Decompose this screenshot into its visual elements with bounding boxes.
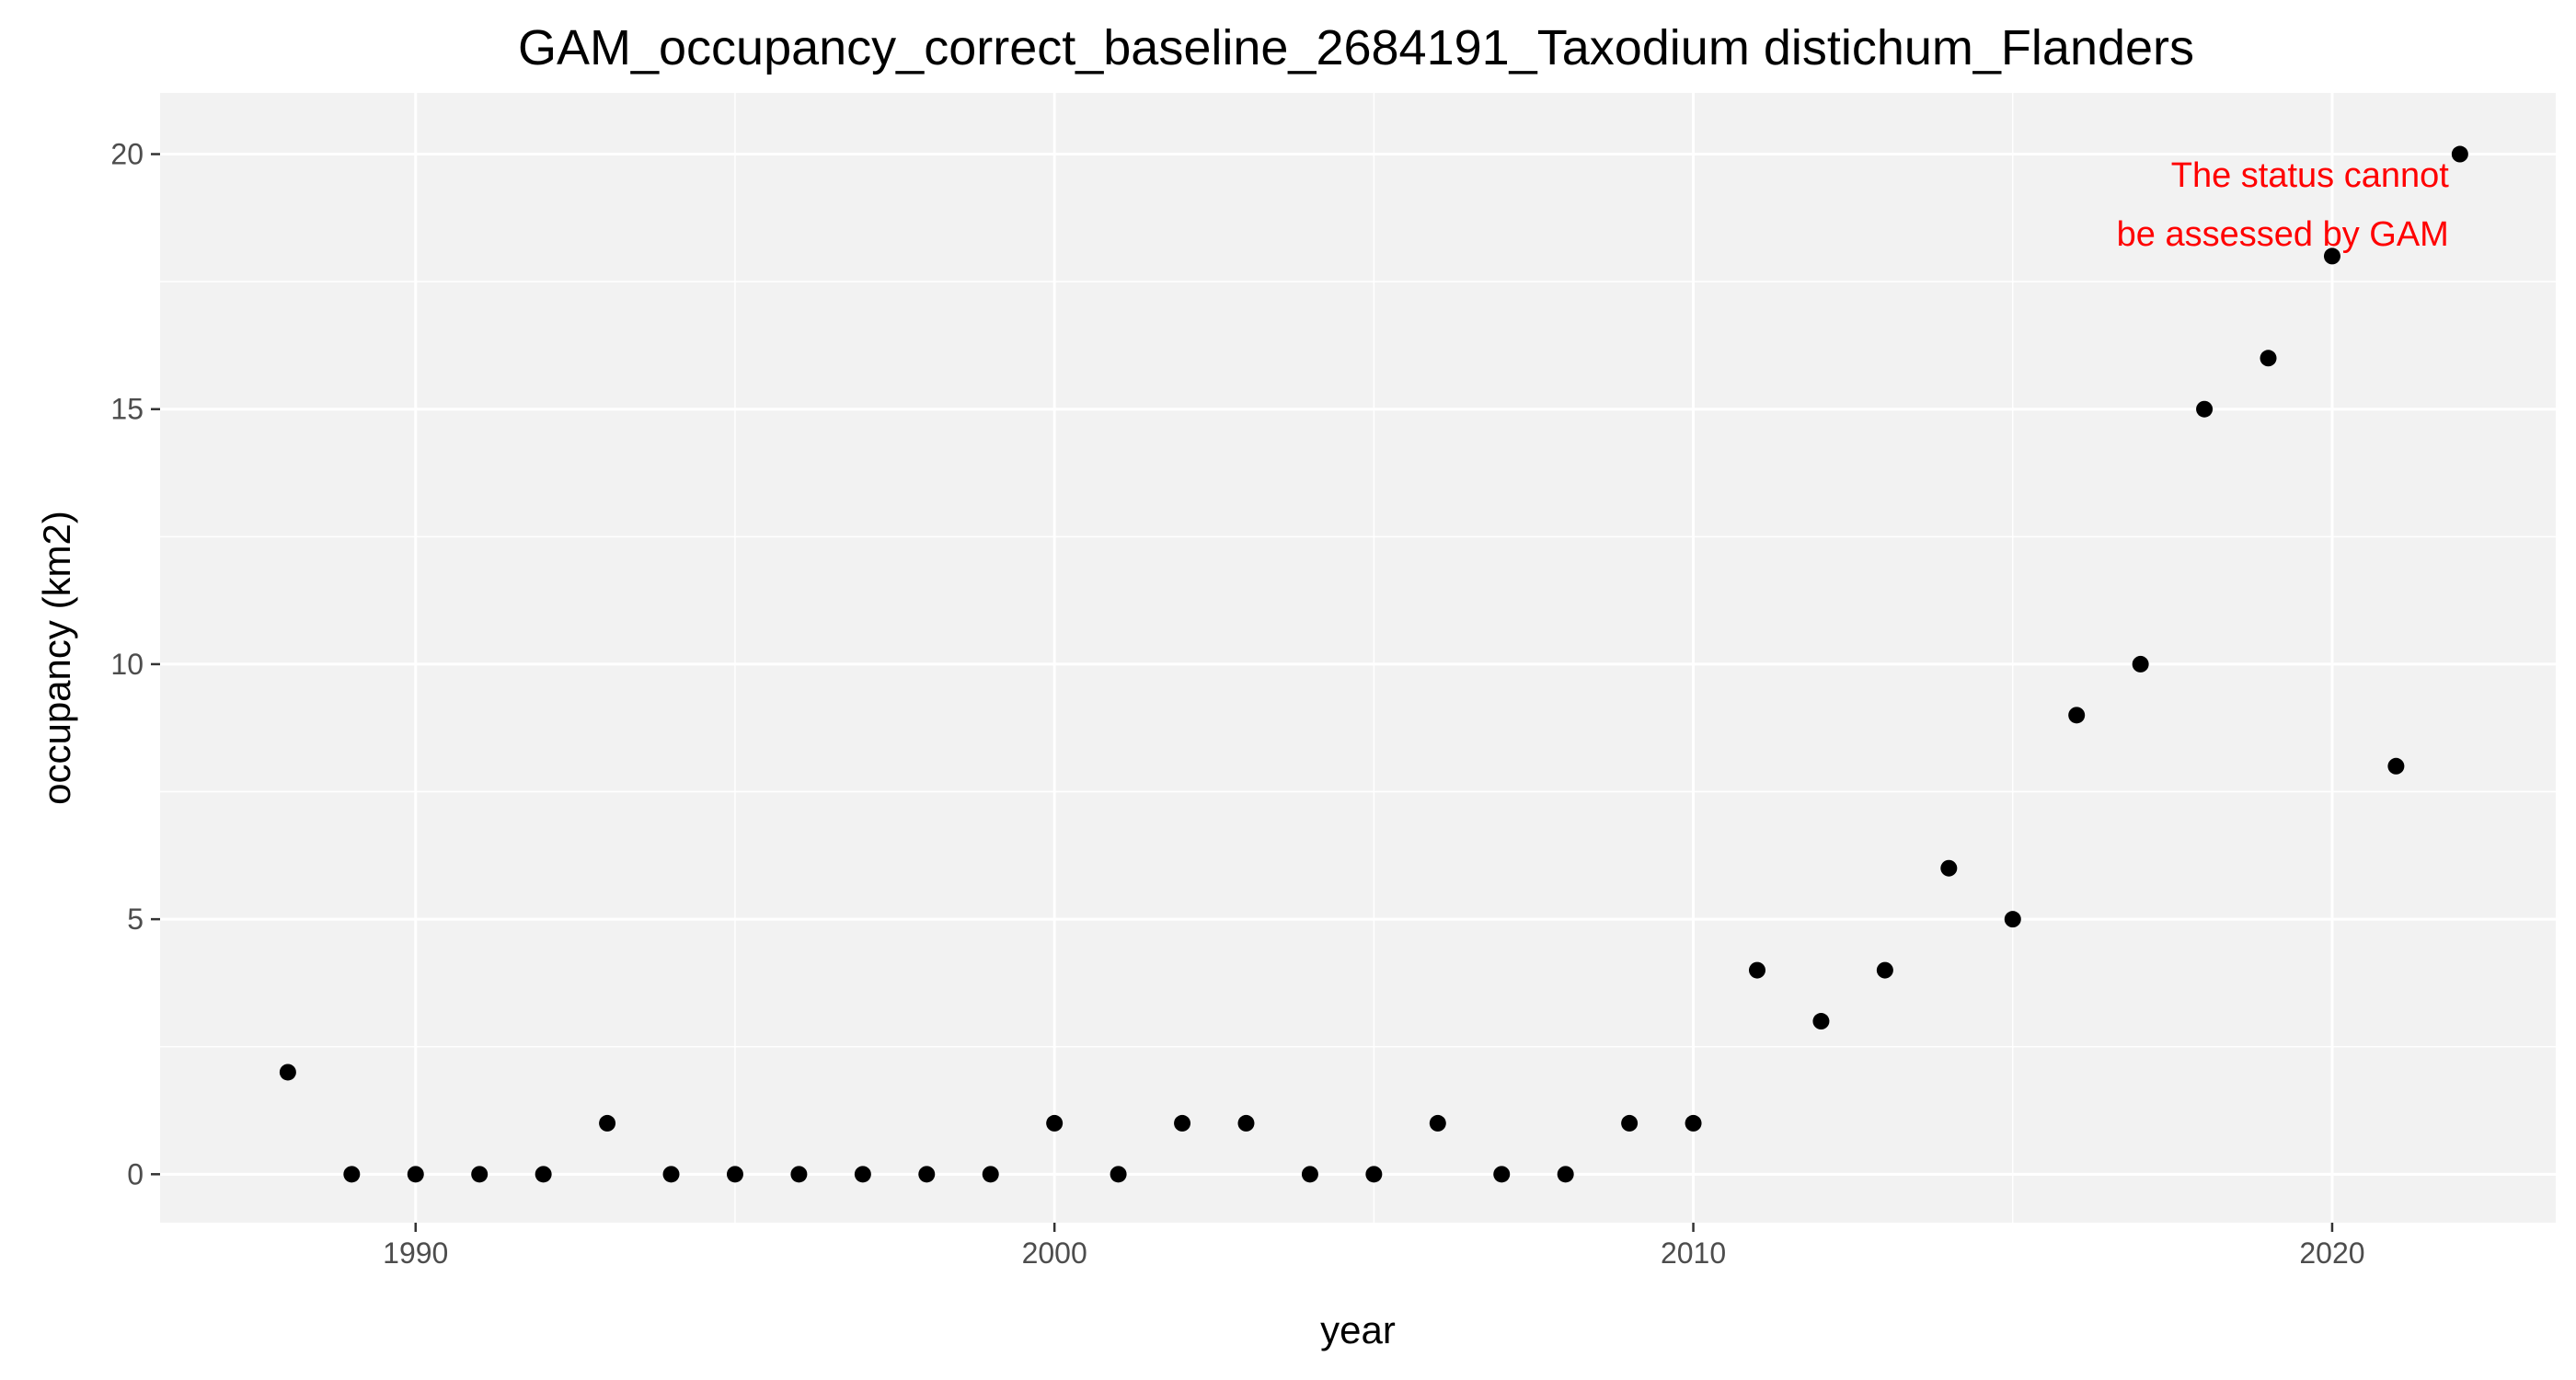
data-point	[1876, 961, 1893, 979]
data-point	[2196, 400, 2214, 418]
major-gridlines	[160, 93, 2556, 1223]
data-point	[2004, 911, 2021, 928]
y-tick-label: 10	[110, 648, 144, 681]
y-axis-title: occupancy (km2)	[35, 511, 78, 805]
data-point	[1621, 1114, 1639, 1132]
data-point	[2323, 247, 2340, 265]
data-point	[2260, 350, 2277, 367]
y-tick-label: 0	[127, 1157, 144, 1190]
annotation-line-1: The status cannot	[2171, 156, 2450, 195]
data-point	[1812, 1013, 1830, 1030]
data-point	[535, 1166, 552, 1183]
plot-panel	[160, 93, 2556, 1223]
data-point	[471, 1166, 489, 1183]
x-tick-label: 2010	[1661, 1236, 1726, 1270]
data-point	[1110, 1166, 1127, 1183]
y-tick-label: 20	[110, 138, 144, 171]
data-point	[1940, 859, 1958, 877]
y-tick-label: 15	[110, 393, 144, 426]
data-point	[1174, 1114, 1191, 1132]
x-axis-ticks: 1990 2000 2010 2020	[383, 1223, 2365, 1270]
data-point	[1685, 1114, 1702, 1132]
data-point	[1046, 1114, 1064, 1132]
chart-title: GAM_occupancy_correct_baseline_2684191_T…	[518, 20, 2194, 75]
x-tick-label: 2020	[2299, 1236, 2364, 1270]
data-point	[1365, 1166, 1383, 1183]
data-point	[599, 1114, 616, 1132]
y-tick-label: 5	[127, 903, 144, 936]
data-point	[662, 1166, 680, 1183]
data-point	[2132, 655, 2149, 673]
annotation-line-2: be assessed by GAM	[2117, 215, 2449, 254]
annotation: The status cannot be assessed by GAM	[2117, 156, 2450, 254]
data-point	[790, 1166, 808, 1183]
x-tick-label: 2000	[1022, 1236, 1087, 1270]
y-axis-ticks: 0 5 10 15 20	[110, 138, 160, 1190]
data-points	[279, 145, 2468, 1183]
data-point	[1557, 1166, 1574, 1183]
data-point	[343, 1166, 361, 1183]
data-point	[2387, 757, 2405, 775]
data-point	[2068, 707, 2086, 724]
x-tick-label: 1990	[383, 1236, 448, 1270]
data-point	[1429, 1114, 1446, 1132]
data-point	[726, 1166, 743, 1183]
data-point	[1237, 1114, 1255, 1132]
data-point	[982, 1166, 999, 1183]
data-point	[918, 1166, 936, 1183]
data-point	[407, 1166, 424, 1183]
data-point	[854, 1166, 871, 1183]
data-point	[2451, 145, 2468, 163]
minor-gridlines	[160, 93, 2556, 1223]
data-point	[1749, 961, 1765, 979]
data-point	[279, 1064, 296, 1081]
x-axis-title: year	[1320, 1308, 1396, 1351]
data-point	[1301, 1166, 1318, 1183]
data-point	[1493, 1166, 1511, 1183]
